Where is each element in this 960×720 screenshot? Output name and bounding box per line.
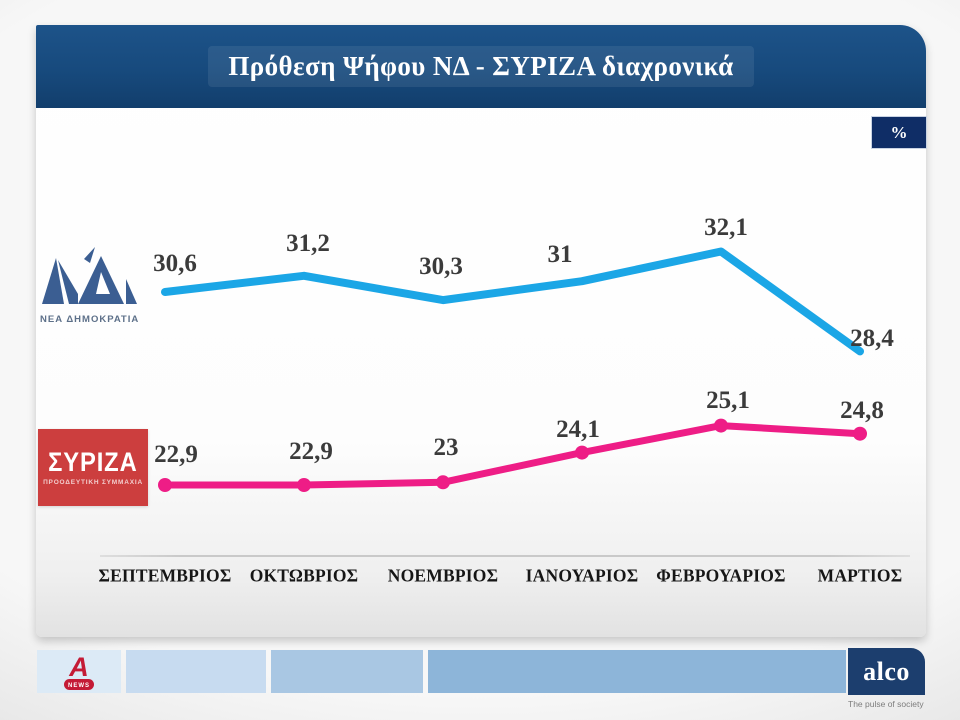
alco-logo: alco: [848, 648, 925, 695]
alpha-a-icon: A: [68, 652, 89, 682]
nd-logo-glyphs: [42, 247, 137, 304]
x-axis-label: ΦΕΒΡΟΥΑΡΙΟΣ: [656, 565, 786, 586]
slide-panel: [36, 25, 926, 637]
bottom-bar-segment-2: [126, 650, 266, 693]
alco-tagline: The pulse of society: [848, 699, 924, 709]
x-axis-line: [100, 555, 910, 557]
x-axis-label: ΙΑΝΟΥΑΡΙΟΣ: [525, 565, 639, 586]
x-axis-label: ΝΟΕΜΒΡΙΟΣ: [387, 565, 499, 586]
alpha-news-pill: [64, 678, 94, 690]
nd-logo-counter: [96, 272, 110, 294]
nd-party-logo: ΝΕΑ ΔΗΜΟΚΡΑΤΙΑ: [40, 247, 139, 325]
syriza-logo-title: ΣΥΡΙΖΑ: [48, 447, 138, 477]
bottom-bar-segment-4: [428, 650, 846, 693]
alpha-news-logo: A NEWS: [64, 652, 94, 690]
page-title: Πρόθεση Ψήφου ΝΔ - ΣΥΡΙΖΑ διαχρονικά: [208, 46, 754, 87]
bottom-bar-segment-alpha: A NEWS: [37, 650, 121, 693]
chart-header: Πρόθεση Ψήφου ΝΔ - ΣΥΡΙΖΑ διαχρονικά: [36, 25, 926, 108]
percent-unit-badge: %: [871, 116, 927, 149]
nd-logo-caption: ΝΕΑ ΔΗΜΟΚΡΑΤΙΑ: [40, 314, 139, 325]
x-axis-label: ΣΕΠΤΕΜΒΡΙΟΣ: [98, 565, 232, 586]
x-axis-label: ΜΑΡΤΙΟΣ: [817, 565, 903, 586]
alco-logo-text: alco: [863, 656, 910, 686]
syriza-party-logo: ΣΥΡΙΖΑ ΠΡΟΟΔΕΥΤΙΚΗ ΣΥΜΜΑΧΙΑ: [38, 429, 148, 506]
alpha-news-label: NEWS: [68, 683, 90, 689]
x-axis-label: ΟΚΤΩΒΡΙΟΣ: [249, 565, 359, 586]
bottom-bar-segment-3: [271, 650, 423, 693]
syriza-logo-subtitle: ΠΡΟΟΔΕΥΤΙΚΗ ΣΥΜΜΑΧΙΑ: [43, 479, 143, 486]
